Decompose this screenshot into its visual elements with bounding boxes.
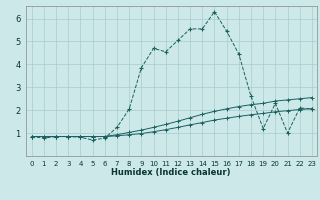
X-axis label: Humidex (Indice chaleur): Humidex (Indice chaleur) bbox=[111, 168, 231, 177]
